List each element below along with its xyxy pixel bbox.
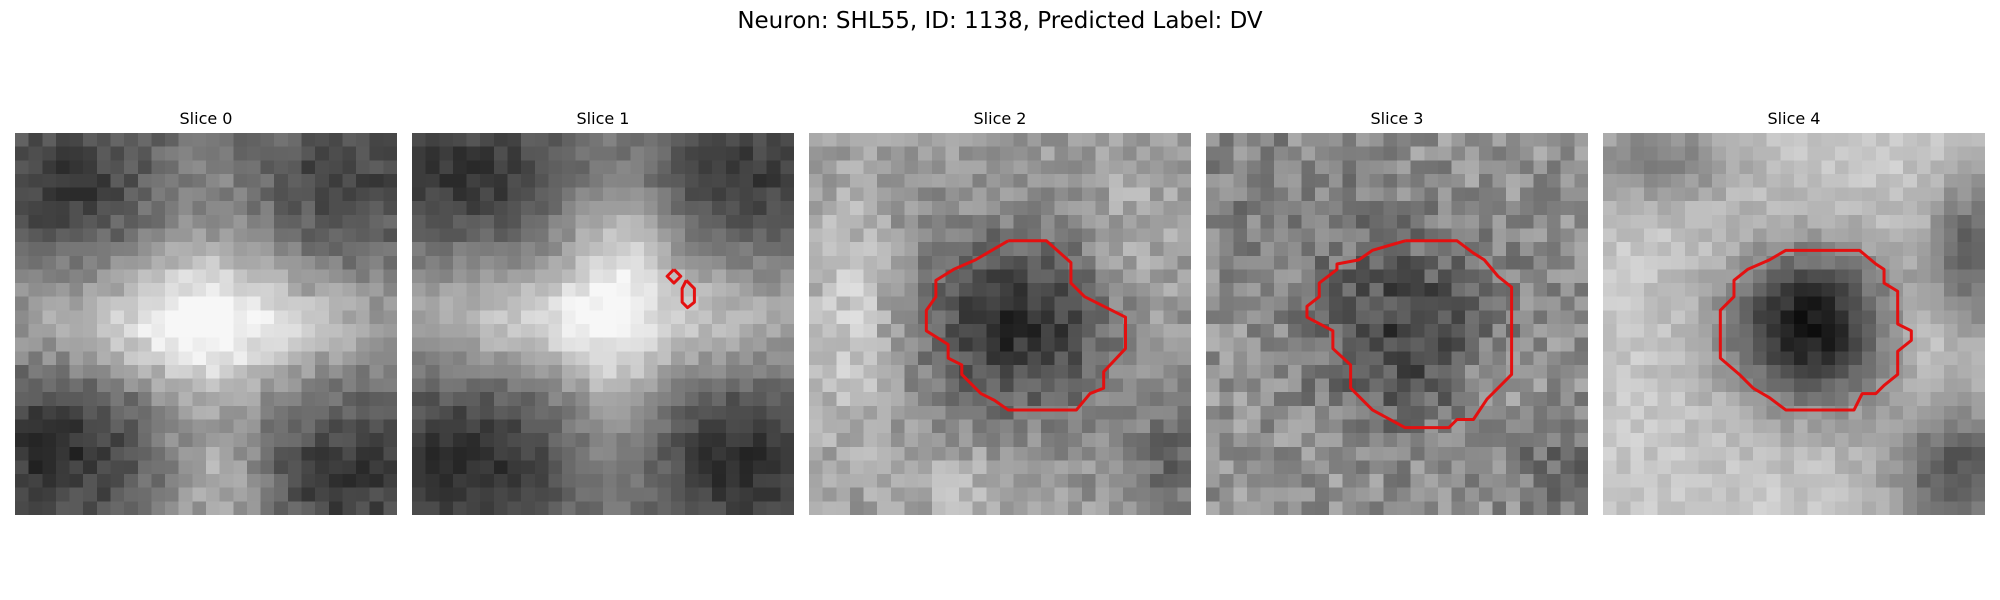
slice-image: [15, 133, 397, 515]
slice-panel-4: Slice 4: [1603, 108, 1985, 515]
slice-panel-0: Slice 0: [15, 108, 397, 515]
slice-image: [1206, 133, 1588, 515]
slice-title: Slice 4: [1767, 109, 1821, 128]
slice-panel-3: Slice 3: [1206, 108, 1588, 515]
pixel-texture: [15, 133, 397, 515]
slice-title: Slice 2: [973, 109, 1027, 128]
slice-title: Slice 1: [576, 109, 630, 128]
pixel-texture: [1603, 133, 1985, 515]
pixel-texture: [809, 133, 1191, 515]
figure-title: Neuron: SHL55, ID: 1138, Predicted Label…: [737, 8, 1263, 34]
slice-image: [809, 133, 1191, 515]
roi-contour: [1718, 248, 1913, 412]
slice-panel-1: Slice 1: [412, 108, 794, 515]
slice-title: Slice 3: [1370, 109, 1424, 128]
pixel-texture: [412, 133, 794, 515]
roi-contour: [665, 268, 683, 285]
roi-contour: [924, 239, 1128, 412]
roi-contour: [1305, 239, 1514, 430]
slice-image: [1603, 133, 1985, 515]
pixel-texture: [1206, 133, 1588, 515]
slice-image: [412, 133, 794, 515]
slice-title: Slice 0: [179, 109, 233, 128]
roi-contour: [680, 279, 696, 310]
slice-panel-2: Slice 2: [809, 108, 1191, 515]
